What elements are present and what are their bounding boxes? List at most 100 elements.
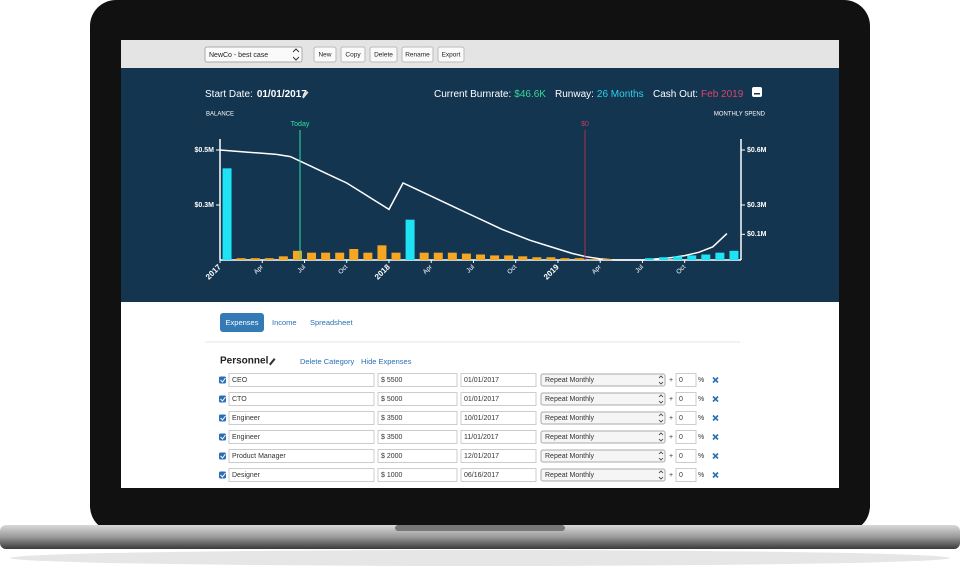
name-input[interactable]	[228, 449, 375, 463]
edit-icon[interactable]	[302, 91, 309, 99]
growth-input[interactable]	[675, 392, 697, 406]
date[interactable]: 11/01/2017	[464, 434, 499, 441]
hide-expenses-link[interactable]: Hide Expenses	[361, 357, 412, 366]
tab[interactable]: Spreadsheet	[310, 318, 353, 327]
growth[interactable]: 0	[679, 434, 683, 441]
delete-category-link[interactable]: Delete Category	[300, 357, 354, 366]
checkbox[interactable]	[219, 452, 226, 460]
growth[interactable]: 0	[679, 377, 683, 384]
repeat-select[interactable]	[540, 430, 666, 444]
button[interactable]	[313, 46, 337, 63]
checkbox[interactable]	[219, 395, 226, 403]
amount[interactable]: $ 1000	[381, 472, 403, 479]
growth[interactable]: 0	[679, 472, 683, 479]
button[interactable]	[340, 46, 366, 63]
name-input[interactable]	[228, 430, 375, 444]
button[interactable]	[401, 46, 434, 63]
checkbox[interactable]	[219, 414, 226, 422]
date-input[interactable]	[460, 430, 537, 444]
button-label[interactable]: Copy	[345, 52, 361, 59]
delete-icon[interactable]	[712, 414, 719, 422]
tab[interactable]: Expenses	[226, 318, 259, 327]
amount[interactable]: $ 3500	[381, 434, 403, 441]
growth-input[interactable]	[675, 411, 697, 425]
button-label[interactable]: Rename	[405, 52, 430, 59]
name[interactable]: CEO	[232, 377, 248, 384]
name[interactable]: Engineer	[232, 415, 261, 422]
growth-input[interactable]	[675, 449, 697, 463]
growth-input[interactable]	[675, 468, 697, 482]
y-tick-label: $0.5M	[195, 147, 215, 154]
date-input[interactable]	[460, 373, 537, 387]
repeat[interactable]: Repeat Monthly	[545, 453, 595, 460]
amount-input[interactable]	[377, 449, 458, 463]
edit-icon[interactable]	[269, 358, 276, 366]
repeat-select[interactable]	[540, 449, 666, 463]
name-input[interactable]	[228, 411, 375, 425]
button-label[interactable]: Export	[442, 52, 461, 59]
growth-input[interactable]	[675, 430, 697, 444]
amount-input[interactable]	[377, 430, 458, 444]
name[interactable]: Designer	[232, 472, 261, 479]
date[interactable]: 10/01/2017	[464, 415, 499, 422]
date-input[interactable]	[460, 411, 537, 425]
amount-input[interactable]	[377, 373, 458, 387]
button[interactable]	[369, 46, 398, 63]
select-arrow	[658, 470, 664, 480]
button-label[interactable]: New	[318, 52, 331, 59]
growth[interactable]: 0	[679, 415, 683, 422]
date[interactable]: 06/16/2017	[464, 472, 499, 479]
button-label[interactable]: Delete	[374, 52, 393, 59]
repeat[interactable]: Repeat Monthly	[545, 472, 595, 479]
y-tick-label: $0.3M	[195, 202, 215, 209]
select-box[interactable]	[204, 46, 303, 63]
delete-icon[interactable]	[712, 395, 719, 403]
repeat-select[interactable]	[540, 411, 666, 425]
amount-input[interactable]	[377, 468, 458, 482]
collapse-button[interactable]	[752, 87, 762, 97]
value[interactable]: 01/01/2017	[257, 89, 307, 100]
name[interactable]: CTO	[232, 396, 247, 403]
amount-input[interactable]	[377, 392, 458, 406]
date-input[interactable]	[460, 392, 537, 406]
date-input[interactable]	[460, 449, 537, 463]
growth[interactable]: 0	[679, 396, 683, 403]
amount[interactable]: $ 2000	[381, 453, 403, 460]
date[interactable]: 12/01/2017	[464, 453, 499, 460]
checkbox[interactable]	[219, 471, 226, 479]
delete-icon[interactable]	[712, 452, 719, 460]
select-text[interactable]: NewCo - best case	[209, 52, 268, 59]
repeat-select[interactable]	[540, 468, 666, 482]
bar	[335, 252, 345, 260]
repeat[interactable]: Repeat Monthly	[545, 415, 595, 422]
tab[interactable]: Income	[272, 318, 297, 327]
date[interactable]: 01/01/2017	[464, 377, 499, 384]
name[interactable]: Product Manager	[232, 453, 286, 460]
name-input[interactable]	[228, 392, 375, 406]
amount[interactable]: $ 3500	[381, 415, 403, 422]
delete-icon[interactable]	[712, 471, 719, 479]
amount[interactable]: $ 5500	[381, 377, 403, 384]
delete-icon[interactable]	[712, 433, 719, 441]
name[interactable]: Engineer	[232, 434, 261, 441]
checkbox[interactable]	[219, 433, 226, 441]
name-input[interactable]	[228, 468, 375, 482]
repeat-select[interactable]	[540, 373, 666, 387]
amount[interactable]: $ 5000	[381, 396, 403, 403]
date-input[interactable]	[460, 468, 537, 482]
tab-active[interactable]	[220, 313, 264, 332]
growth[interactable]: 0	[679, 453, 683, 460]
repeat[interactable]: Repeat Monthly	[545, 434, 595, 441]
repeat[interactable]: Repeat Monthly	[545, 377, 595, 384]
repeat-select[interactable]	[540, 392, 666, 406]
select-arrow	[292, 48, 300, 61]
name-input[interactable]	[228, 373, 375, 387]
repeat[interactable]: Repeat Monthly	[545, 396, 595, 403]
growth-input[interactable]	[675, 373, 697, 387]
delete-icon[interactable]	[712, 376, 719, 384]
button[interactable]	[437, 46, 465, 63]
scenario-select[interactable]: NewCo - best case	[204, 46, 303, 63]
amount-input[interactable]	[377, 411, 458, 425]
checkbox[interactable]	[219, 376, 226, 384]
date[interactable]: 01/01/2017	[464, 396, 499, 403]
